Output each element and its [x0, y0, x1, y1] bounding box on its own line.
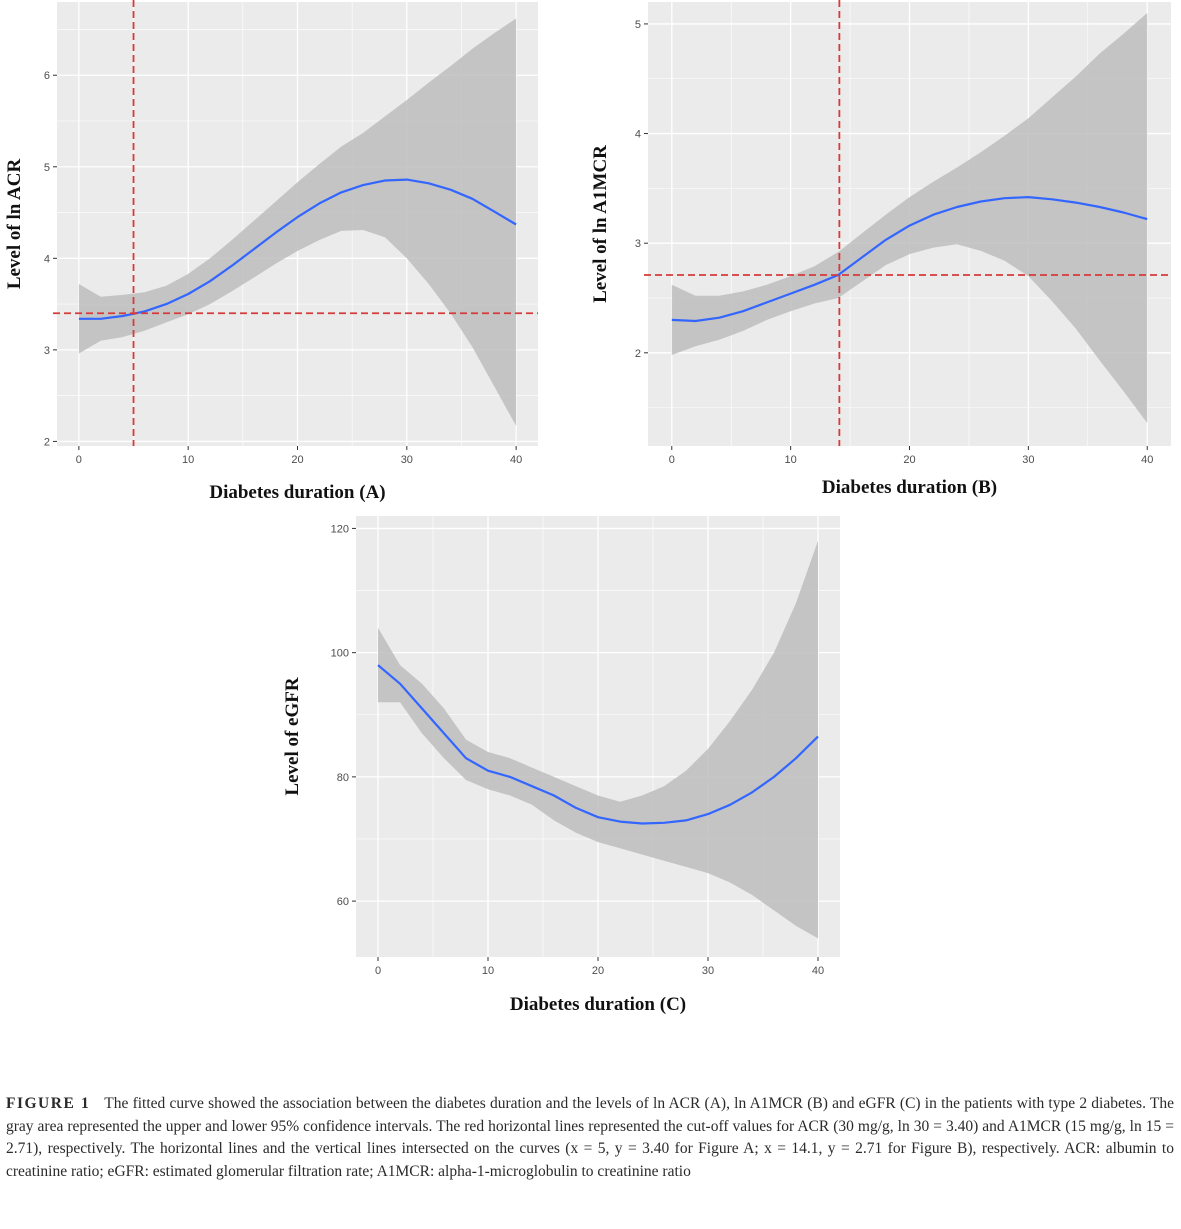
panel-c-tick-label-y: 120	[331, 523, 349, 535]
panel-b-confidence-band	[671, 13, 1148, 423]
panel-b-tick-label-y: 3	[635, 238, 641, 250]
panel-a-x-axis-label: Diabetes duration (A)	[209, 482, 385, 503]
panel-c-tick-label-x: 30	[702, 965, 714, 977]
panel-c-tick-label-x: 10	[482, 965, 494, 977]
panel-b-tick-label-y: 4	[635, 129, 641, 141]
panel-c-tick-label-y: 80	[337, 772, 349, 784]
panel-b-tick-label-y: 2	[635, 348, 641, 360]
panel-a-y-axis-label: Level of ln ACR	[4, 159, 25, 290]
panel-a-tick-label-y: 4	[44, 253, 50, 265]
panel-c-tick-label-x: 20	[592, 965, 604, 977]
panel-a-confidence-band	[78, 18, 517, 426]
panel-b-tick-label-x: 0	[669, 454, 675, 466]
panel-c-tick-label-x: 40	[812, 965, 824, 977]
caption-text: The fitted curve showed the association …	[6, 1095, 1174, 1180]
panel-b-y-axis-label: Level of ln A1MCR	[590, 145, 611, 303]
panel-a-tick-label-y: 2	[44, 436, 50, 448]
panel-b-tick-label-x: 30	[1022, 454, 1034, 466]
panel-c-x-axis-label: Diabetes duration (C)	[510, 994, 686, 1015]
panel-c-tick-label-x: 0	[375, 965, 381, 977]
panel-a-fitted-line	[78, 178, 517, 320]
panel-a-tick-label-x: 20	[291, 454, 303, 466]
panel-b-tick-label-y: 5	[635, 19, 641, 31]
panel-a-tick-label-x: 0	[76, 454, 82, 466]
panel-b-tick-label-x: 40	[1141, 454, 1153, 466]
panel-a-tick-label-x: 40	[510, 454, 522, 466]
panel-a-tick-label-x: 10	[182, 454, 194, 466]
panel-b-x-axis-label: Diabetes duration (B)	[822, 477, 997, 498]
figure-caption: FIGURE 1 The fitted curve showed the asso…	[6, 1093, 1174, 1183]
panel-c-confidence-band	[378, 540, 818, 939]
panel-a-tick-label-y: 5	[44, 162, 50, 174]
panel-c-y-axis-label: Level of eGFR	[282, 677, 303, 795]
panel-a-tick-label-y: 3	[44, 345, 50, 357]
panel-c-fitted-line	[377, 664, 819, 825]
panel-c-tick-label-y: 60	[337, 896, 349, 908]
panel-b: 0 10 20 30 40 2 3 4 5 Diabetes duration (B) Level …	[590, 0, 1171, 498]
panel-a-tick-label-y: 6	[44, 70, 50, 82]
panel-a-tick-label-x: 30	[401, 454, 413, 466]
figure-label: FIGURE 1	[6, 1095, 91, 1112]
panel-c: 0 10 20 30 40 60 80 100 120 Diabetes duration (C)…	[282, 516, 840, 1015]
panel-b-tick-label-x: 20	[903, 454, 915, 466]
panel-a: 0 10 20 30 40 2 3 4 5 6 Diabetes duration (A) Level…	[4, 0, 538, 503]
panel-c-tick-label-y: 100	[331, 648, 349, 660]
panel-b-fitted-line	[671, 196, 1148, 323]
panel-b-tick-label-x: 10	[785, 454, 797, 466]
